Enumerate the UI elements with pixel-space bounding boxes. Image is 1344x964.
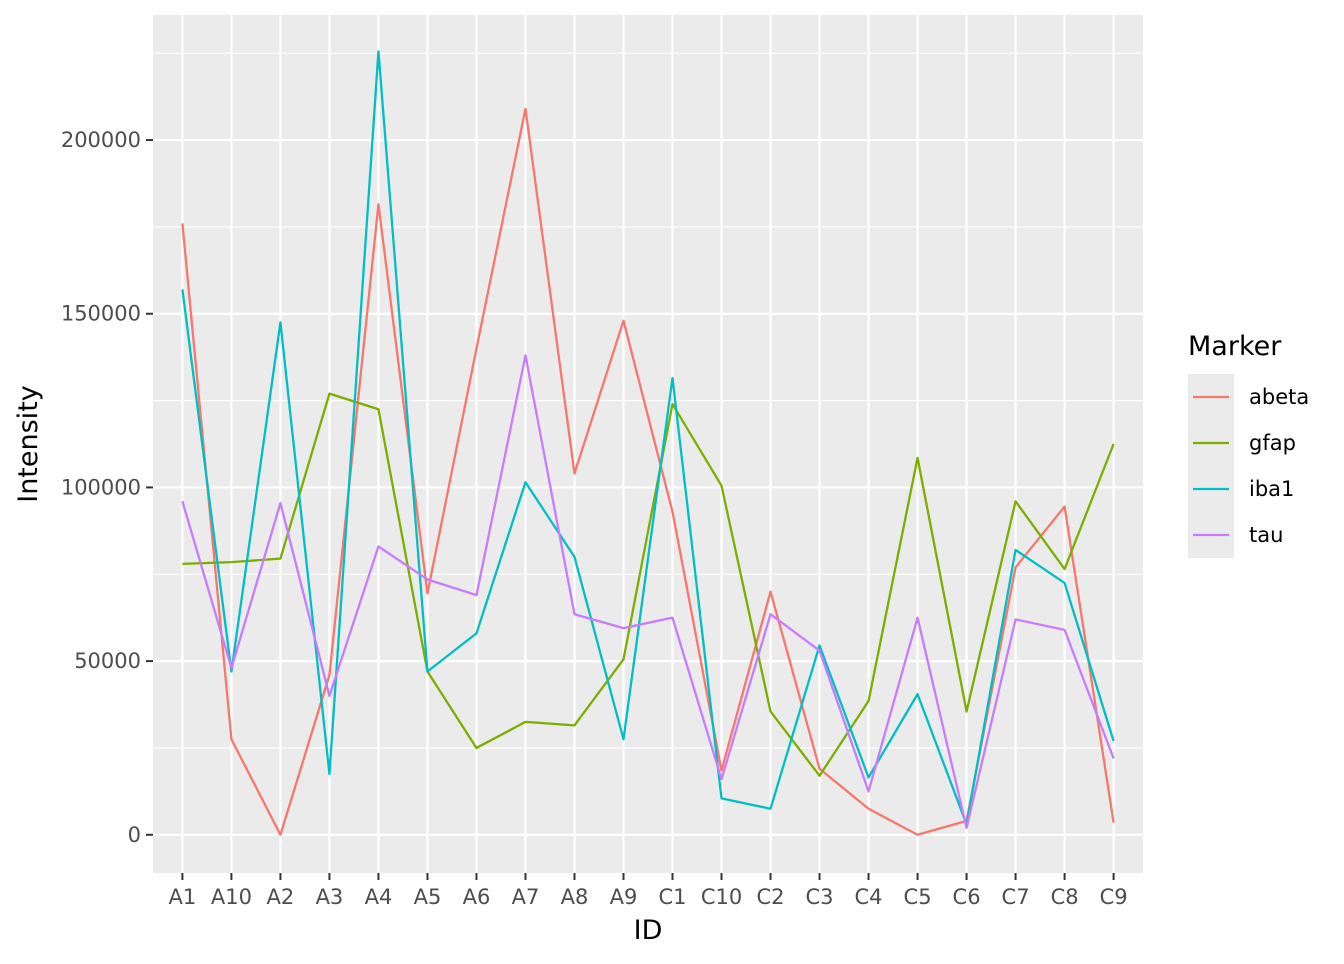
- x-tick-label: A6: [463, 885, 491, 909]
- x-tick-label: C10: [701, 885, 742, 909]
- x-tick-label: C4: [855, 885, 883, 909]
- legend-key-background: [1188, 374, 1234, 558]
- y-axis-title: Intensity: [13, 385, 44, 503]
- x-tick-label: C7: [1002, 885, 1030, 909]
- x-axis-title: ID: [634, 915, 663, 946]
- series-line-iba1: [181, 50, 1115, 826]
- series-line-abeta: [181, 107, 1115, 836]
- legend-title: Marker: [1188, 331, 1282, 362]
- y-tick-label: 0: [128, 823, 141, 847]
- series-line-gfap: [182, 392, 1115, 777]
- x-tick-label: A8: [561, 885, 589, 909]
- y-axis: 0 50000 100000 150000 200000: [61, 128, 153, 847]
- x-tick-label: A2: [267, 885, 295, 909]
- x-tick-label: A7: [512, 885, 540, 909]
- x-tick-label: C6: [953, 885, 981, 909]
- x-tick-label: A10: [211, 885, 252, 909]
- minor-gridlines: [153, 52, 1143, 749]
- y-tick-label: 100000: [61, 475, 141, 499]
- series-lines: [181, 50, 1115, 836]
- x-tick-label: C5: [904, 885, 932, 909]
- x-tick-label: C1: [658, 885, 686, 909]
- y-tick-label: 200000: [61, 128, 141, 152]
- x-tick-label: C3: [806, 885, 834, 909]
- y-tick-label: 50000: [74, 649, 141, 673]
- legend: Marker abeta gfap iba1 tau: [1188, 331, 1309, 558]
- x-axis: A1 A10 A2 A3 A4 A5 A6 A7 A8 A9 C1 C10 C2 C3 C4 C5 C6 C7 C8…: [169, 873, 1128, 909]
- major-gridlines: [153, 15, 1143, 873]
- x-tick-label: A3: [316, 885, 344, 909]
- x-tick-label: A4: [365, 885, 393, 909]
- y-tick-label: 150000: [61, 302, 141, 326]
- x-tick-label: A5: [414, 885, 442, 909]
- series-line-tau: [181, 354, 1115, 829]
- x-tick-label: A1: [169, 885, 197, 909]
- legend-label-gfap: gfap: [1249, 431, 1296, 455]
- legend-label-tau: tau: [1249, 523, 1283, 547]
- x-tick-label: C9: [1100, 885, 1128, 909]
- legend-items: abeta gfap iba1 tau: [1193, 385, 1309, 547]
- x-tick-label: C2: [757, 885, 785, 909]
- legend-label-abeta: abeta: [1249, 385, 1309, 409]
- x-tick-label: A9: [610, 885, 638, 909]
- legend-label-iba1: iba1: [1249, 477, 1294, 501]
- plot-panel: [153, 15, 1143, 873]
- x-tick-label: C8: [1051, 885, 1079, 909]
